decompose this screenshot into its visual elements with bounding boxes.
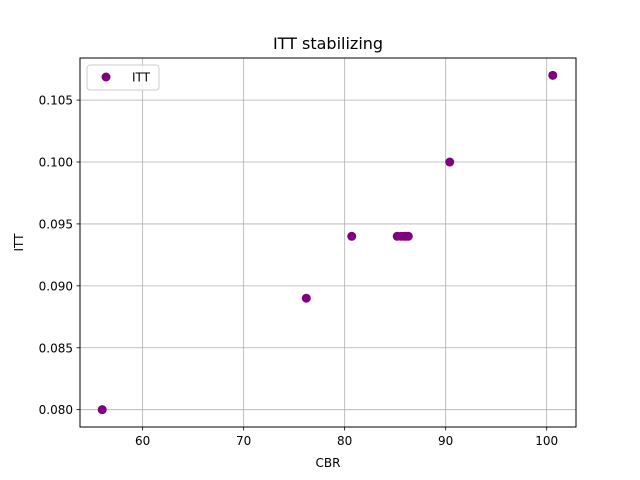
data-point [403,231,413,241]
chart-title: ITT stabilizing [273,34,383,53]
y-tick-label: 0.080 [39,403,73,417]
data-point [301,293,311,303]
data-point [97,405,107,415]
x-tick-label: 60 [135,434,150,448]
x-tick-label: 70 [236,434,251,448]
legend-marker [101,72,111,82]
y-tick-label: 0.105 [39,94,73,108]
x-tick-label: 100 [535,434,558,448]
y-tick-label: 0.100 [39,156,73,170]
x-tick-label: 80 [337,434,352,448]
axis-ticks: 60 70 80 90 100 0.080 0.085 0.090 0.095 0.100 0.10… [39,94,559,448]
y-tick-label: 0.095 [39,217,73,231]
legend-label: ITT [132,71,151,85]
x-axis-label: CBR [316,456,341,470]
grid-lines [80,58,576,427]
data-point [347,231,357,241]
y-tick-label: 0.090 [39,279,73,293]
plot-frame [79,57,577,428]
legend: ITT [86,64,160,91]
legend-box [86,64,160,91]
data-points [97,70,558,415]
y-axis-label: ITT [12,233,26,252]
data-point [548,70,558,80]
data-point [445,157,455,167]
x-tick-label: 90 [438,434,453,448]
y-tick-label: 0.085 [39,341,73,355]
